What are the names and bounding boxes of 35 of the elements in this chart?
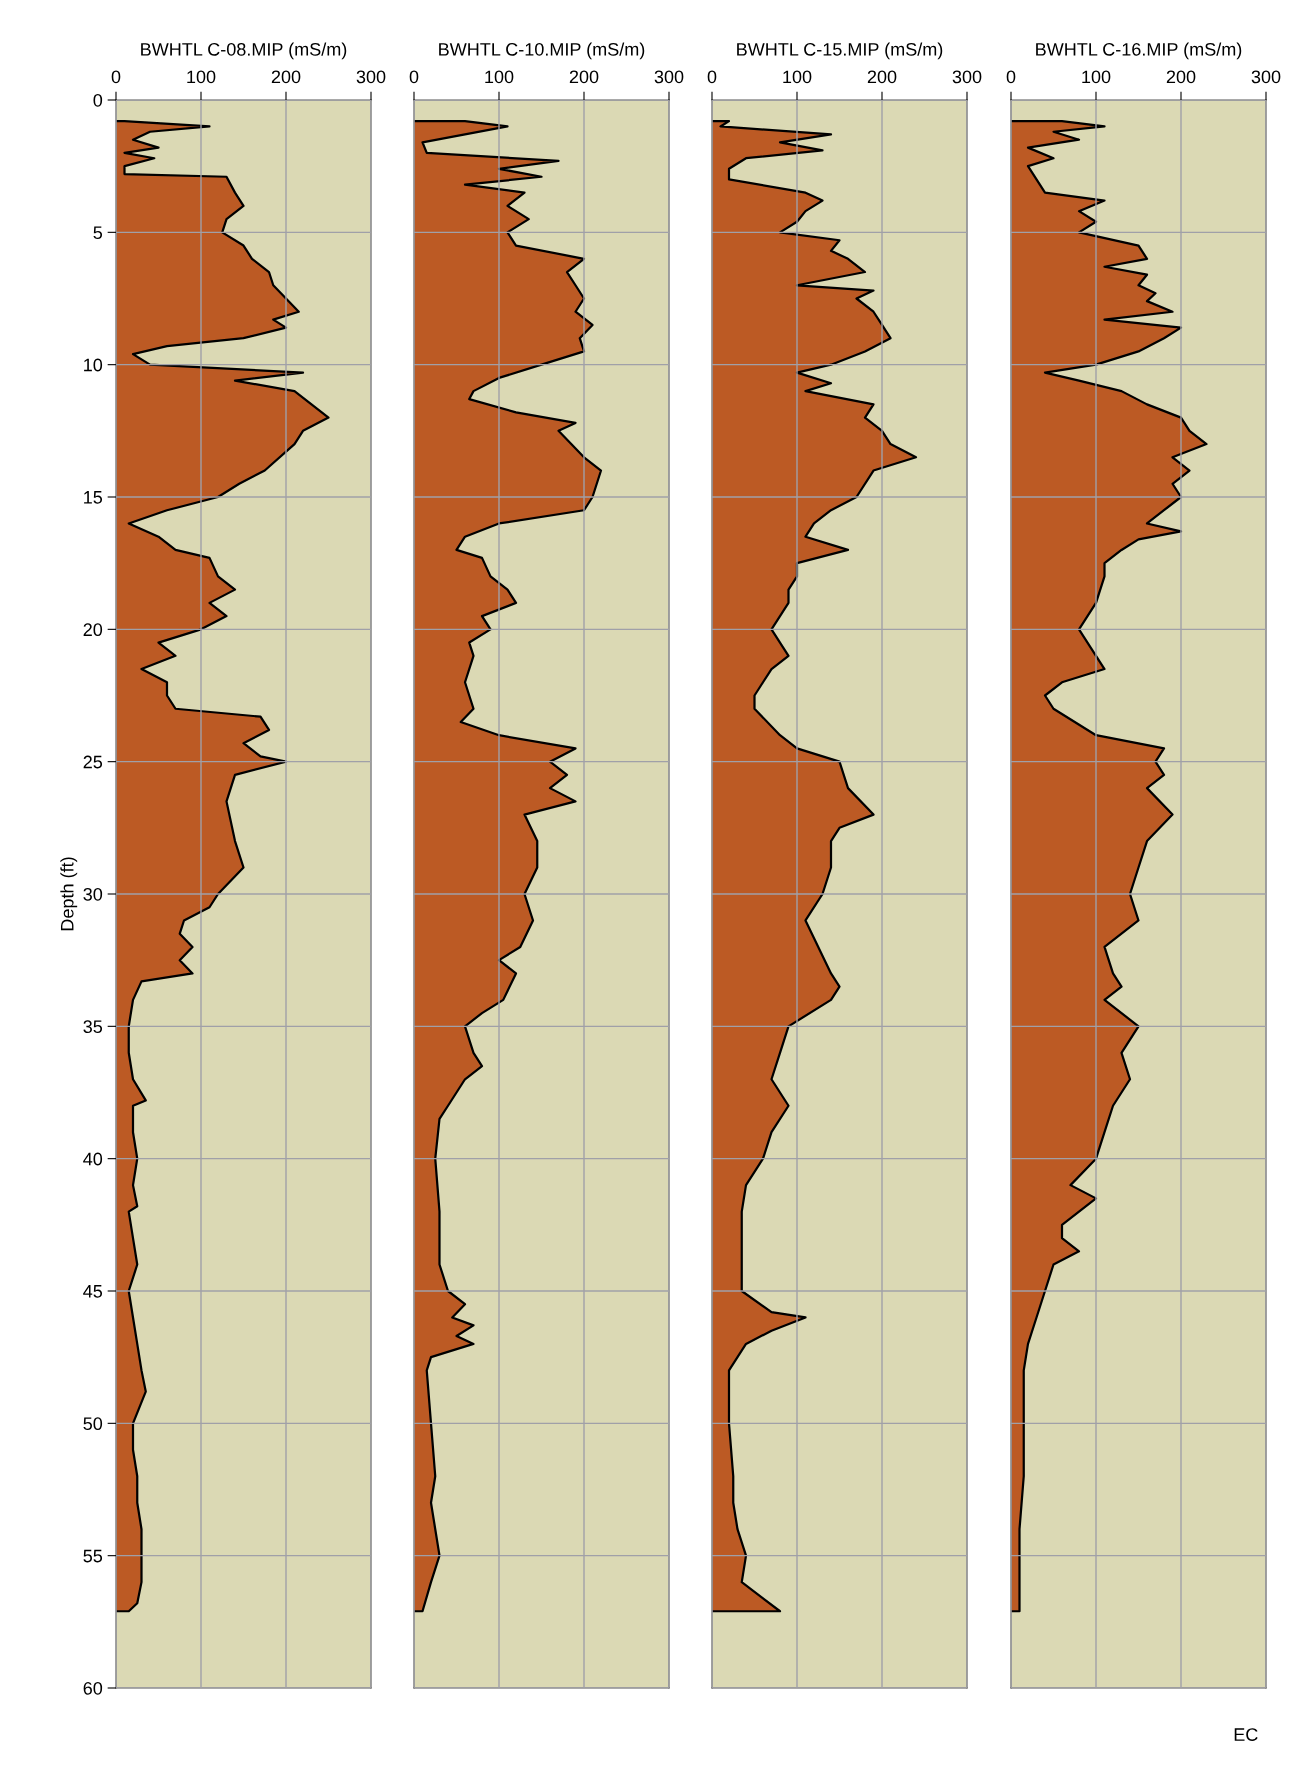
x-tick-label: 300 [654, 70, 684, 84]
x-tick-label: 100 [1082, 70, 1111, 84]
x-tick-label: 200 [1166, 70, 1196, 84]
y-tick-label: 0 [93, 93, 103, 107]
x-tick-label: 0 [409, 70, 419, 84]
x-tick-label: 200 [569, 70, 599, 84]
y-tick-label: 20 [83, 623, 103, 637]
text: EC [1234, 1728, 1258, 1741]
chart-title: BWHTL C-16.MIP (mS/m) [1036, 42, 1242, 60]
x-tick-label: 0 [111, 70, 121, 84]
x-tick-label: 100 [187, 70, 216, 84]
y-tick-label: 10 [84, 358, 103, 372]
chart-title: BWHTL C-10.MIP (mS/m) [439, 42, 645, 60]
chart-title: BWHTL C-15.MIP (mS/m) [737, 42, 943, 60]
y-axis-title: Depth (ft) [60, 857, 78, 931]
y-tick-label: 50 [83, 1417, 103, 1431]
x-tick-label: 200 [867, 70, 897, 84]
chart-title: BWHTL C-08.MIP (mS/m) [141, 42, 347, 60]
y-tick-label: 35 [83, 1020, 103, 1034]
x-tick-label: 0 [707, 70, 717, 84]
x-tick-label: 100 [783, 70, 812, 84]
x-tick-label: 300 [356, 70, 386, 84]
y-tick-label: 60 [83, 1681, 103, 1695]
x-tick-label: 0 [1006, 70, 1016, 84]
y-tick-label: 15 [84, 491, 103, 504]
y-tick-label: 30 [83, 887, 103, 901]
x-tick-label: 300 [1251, 70, 1281, 84]
x-tick-label: 200 [271, 70, 301, 84]
y-tick-label: 40 [83, 1152, 103, 1166]
y-tick-label: 45 [83, 1285, 103, 1298]
y-tick-label: 25 [83, 755, 103, 769]
x-tick-label: 300 [952, 70, 982, 84]
y-tick-label: 5 [93, 226, 103, 240]
x-tick-label: 100 [485, 70, 514, 84]
y-tick-label: 55 [83, 1549, 103, 1563]
